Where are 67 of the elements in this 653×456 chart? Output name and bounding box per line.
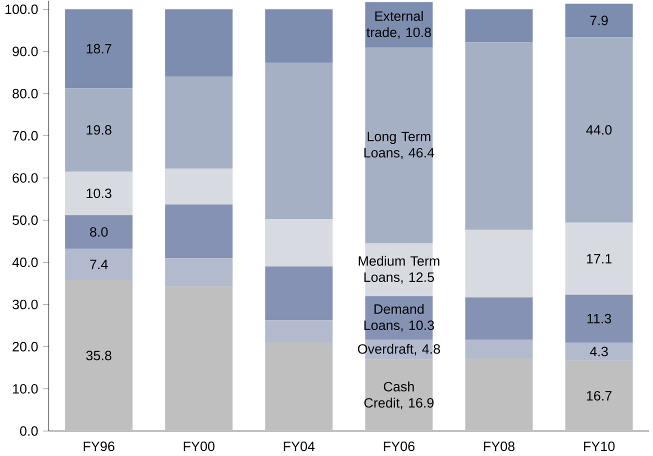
- data-label: 7.9: [590, 16, 608, 26]
- x-tick-label: FY08: [484, 442, 515, 452]
- bar: [265, 320, 333, 343]
- x-tick-label: FY10: [584, 442, 615, 452]
- bar: [65, 88, 133, 172]
- bar: [365, 2, 433, 48]
- y-tick-label: 30.0: [12, 300, 38, 310]
- bar: [65, 280, 133, 432]
- bar: [265, 63, 333, 220]
- bar: [65, 249, 133, 280]
- x-tick-label: FY96: [84, 442, 114, 452]
- bar: [465, 230, 533, 298]
- data-label: 19.8: [86, 125, 112, 135]
- y-tick-label: 50.0: [12, 216, 38, 226]
- bar: [265, 220, 333, 267]
- data-label: 44.0: [586, 125, 612, 135]
- y-tick-label: 10.0: [13, 384, 38, 394]
- bar: [65, 215, 133, 250]
- data-label: Overdraft, 4.8: [358, 344, 440, 356]
- data-label: 16.7: [586, 391, 612, 401]
- y-tick-label: 20.0: [12, 342, 38, 352]
- data-label: 4.3: [590, 346, 608, 356]
- bar: [465, 298, 533, 340]
- data-label: 10.3: [86, 188, 112, 198]
- bar: [265, 266, 333, 320]
- bar: [365, 48, 433, 244]
- bar: [165, 168, 233, 205]
- bar: [565, 342, 633, 361]
- y-tick-label: 70.0: [12, 131, 38, 141]
- bar: [65, 172, 133, 216]
- bar: [165, 204, 233, 258]
- bar: [165, 258, 233, 287]
- bar: [465, 340, 533, 359]
- data-label: External trade, 10.8: [366, 11, 431, 39]
- data-label: 11.3: [587, 314, 612, 324]
- data-label: Cash Credit, 16.9: [364, 382, 434, 410]
- y-tick-label: 40.0: [12, 258, 38, 268]
- x-tick-label: FY04: [284, 442, 315, 452]
- data-label: 18.7: [86, 44, 112, 54]
- bar: [565, 360, 633, 432]
- y-tick-label: 60.0: [12, 173, 38, 183]
- bar: [565, 4, 633, 38]
- y-tick-label: 80.0: [12, 89, 38, 99]
- bar: [465, 358, 533, 432]
- data-label: 35.8: [86, 350, 112, 360]
- bar: [565, 222, 633, 295]
- bar: [265, 342, 333, 432]
- data-label: Long Term Loans, 46.4: [364, 132, 434, 160]
- y-tick-label: 0.0: [20, 426, 38, 436]
- data-label: 8.0: [90, 227, 108, 237]
- bar: [165, 9, 233, 77]
- bar: [365, 360, 433, 432]
- bar: [465, 9, 533, 42]
- y-tick-label: 100.0: [6, 4, 38, 14]
- bar: [165, 76, 233, 169]
- bar: [565, 37, 633, 223]
- bar: [165, 286, 233, 432]
- bar: [265, 9, 333, 64]
- y-tick-label: 90.0: [12, 46, 38, 56]
- data-label: 17.1: [586, 254, 612, 264]
- data-label: 7.4: [90, 260, 108, 270]
- bar: [465, 42, 533, 230]
- x-tick-label: FY06: [384, 442, 414, 452]
- bar: [565, 294, 633, 343]
- data-label: Medium Term Loans, 12.5: [358, 256, 440, 284]
- bar: [65, 9, 133, 88]
- x-tick-label: FY00: [184, 442, 214, 452]
